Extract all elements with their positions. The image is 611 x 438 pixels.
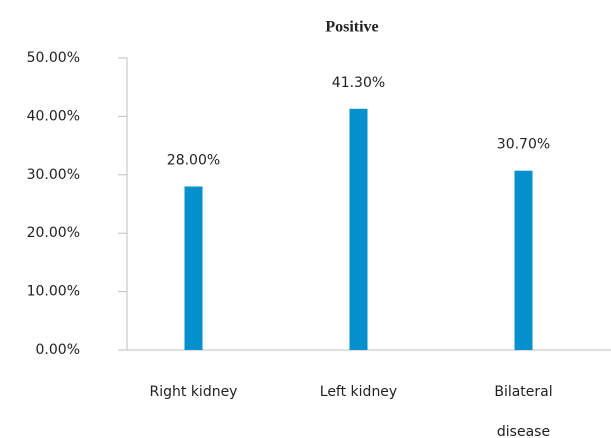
y-tick-label: 10.00% bbox=[27, 284, 80, 300]
y-tick-label: 0.00% bbox=[36, 342, 80, 358]
x-tick-label: Left kidney bbox=[320, 384, 397, 400]
bar bbox=[514, 170, 533, 350]
y-tick-label: 20.00% bbox=[27, 225, 80, 241]
data-label: 41.30% bbox=[332, 75, 385, 91]
y-tick-label: 30.00% bbox=[27, 167, 80, 183]
x-tick-label: Bilateral disease bbox=[494, 384, 552, 438]
bar bbox=[184, 186, 203, 350]
x-tick-label: Right kidney bbox=[150, 384, 238, 400]
chart-title: Positive bbox=[325, 19, 378, 36]
data-label: 28.00% bbox=[167, 152, 220, 168]
bar bbox=[349, 108, 368, 350]
y-tick-label: 50.00% bbox=[27, 50, 80, 66]
data-label: 30.70% bbox=[497, 137, 550, 153]
y-tick-label: 40.00% bbox=[27, 108, 80, 124]
